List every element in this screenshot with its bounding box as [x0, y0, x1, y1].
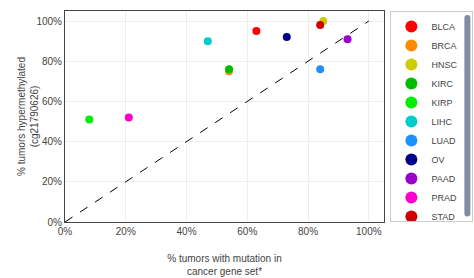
svg-text:100%: 100%	[36, 16, 62, 27]
svg-text:STAD: STAD	[431, 212, 455, 221]
svg-text:KIRP: KIRP	[431, 98, 452, 108]
svg-text:OV: OV	[431, 155, 444, 165]
svg-text:80%: 80%	[298, 226, 318, 237]
svg-text:60%: 60%	[42, 96, 62, 107]
svg-text:40%: 40%	[42, 136, 62, 147]
svg-text:% tumors with mutation incance: % tumors with mutation incancer gene set…	[167, 253, 282, 277]
svg-text:0%: 0%	[58, 226, 73, 237]
svg-text:% tumors hypermethylated(cg217: % tumors hypermethylated(cg21790626)	[16, 57, 40, 176]
svg-text:20%: 20%	[42, 176, 62, 187]
svg-text:60%: 60%	[237, 226, 257, 237]
svg-text:BRCA: BRCA	[431, 41, 456, 51]
svg-text:20%: 20%	[116, 226, 136, 237]
svg-text:KIRC: KIRC	[431, 79, 453, 89]
svg-text:BLCA: BLCA	[431, 22, 455, 32]
svg-text:40%: 40%	[177, 226, 197, 237]
svg-text:100%: 100%	[356, 226, 382, 237]
svg-text:PAAD: PAAD	[431, 174, 455, 184]
svg-text:LUAD: LUAD	[431, 136, 456, 146]
svg-text:0%: 0%	[48, 217, 63, 228]
svg-text:LIHC: LIHC	[431, 117, 452, 127]
svg-text:HNSC: HNSC	[431, 60, 457, 70]
svg-text:PRAD: PRAD	[431, 193, 457, 203]
svg-text:80%: 80%	[42, 56, 62, 67]
